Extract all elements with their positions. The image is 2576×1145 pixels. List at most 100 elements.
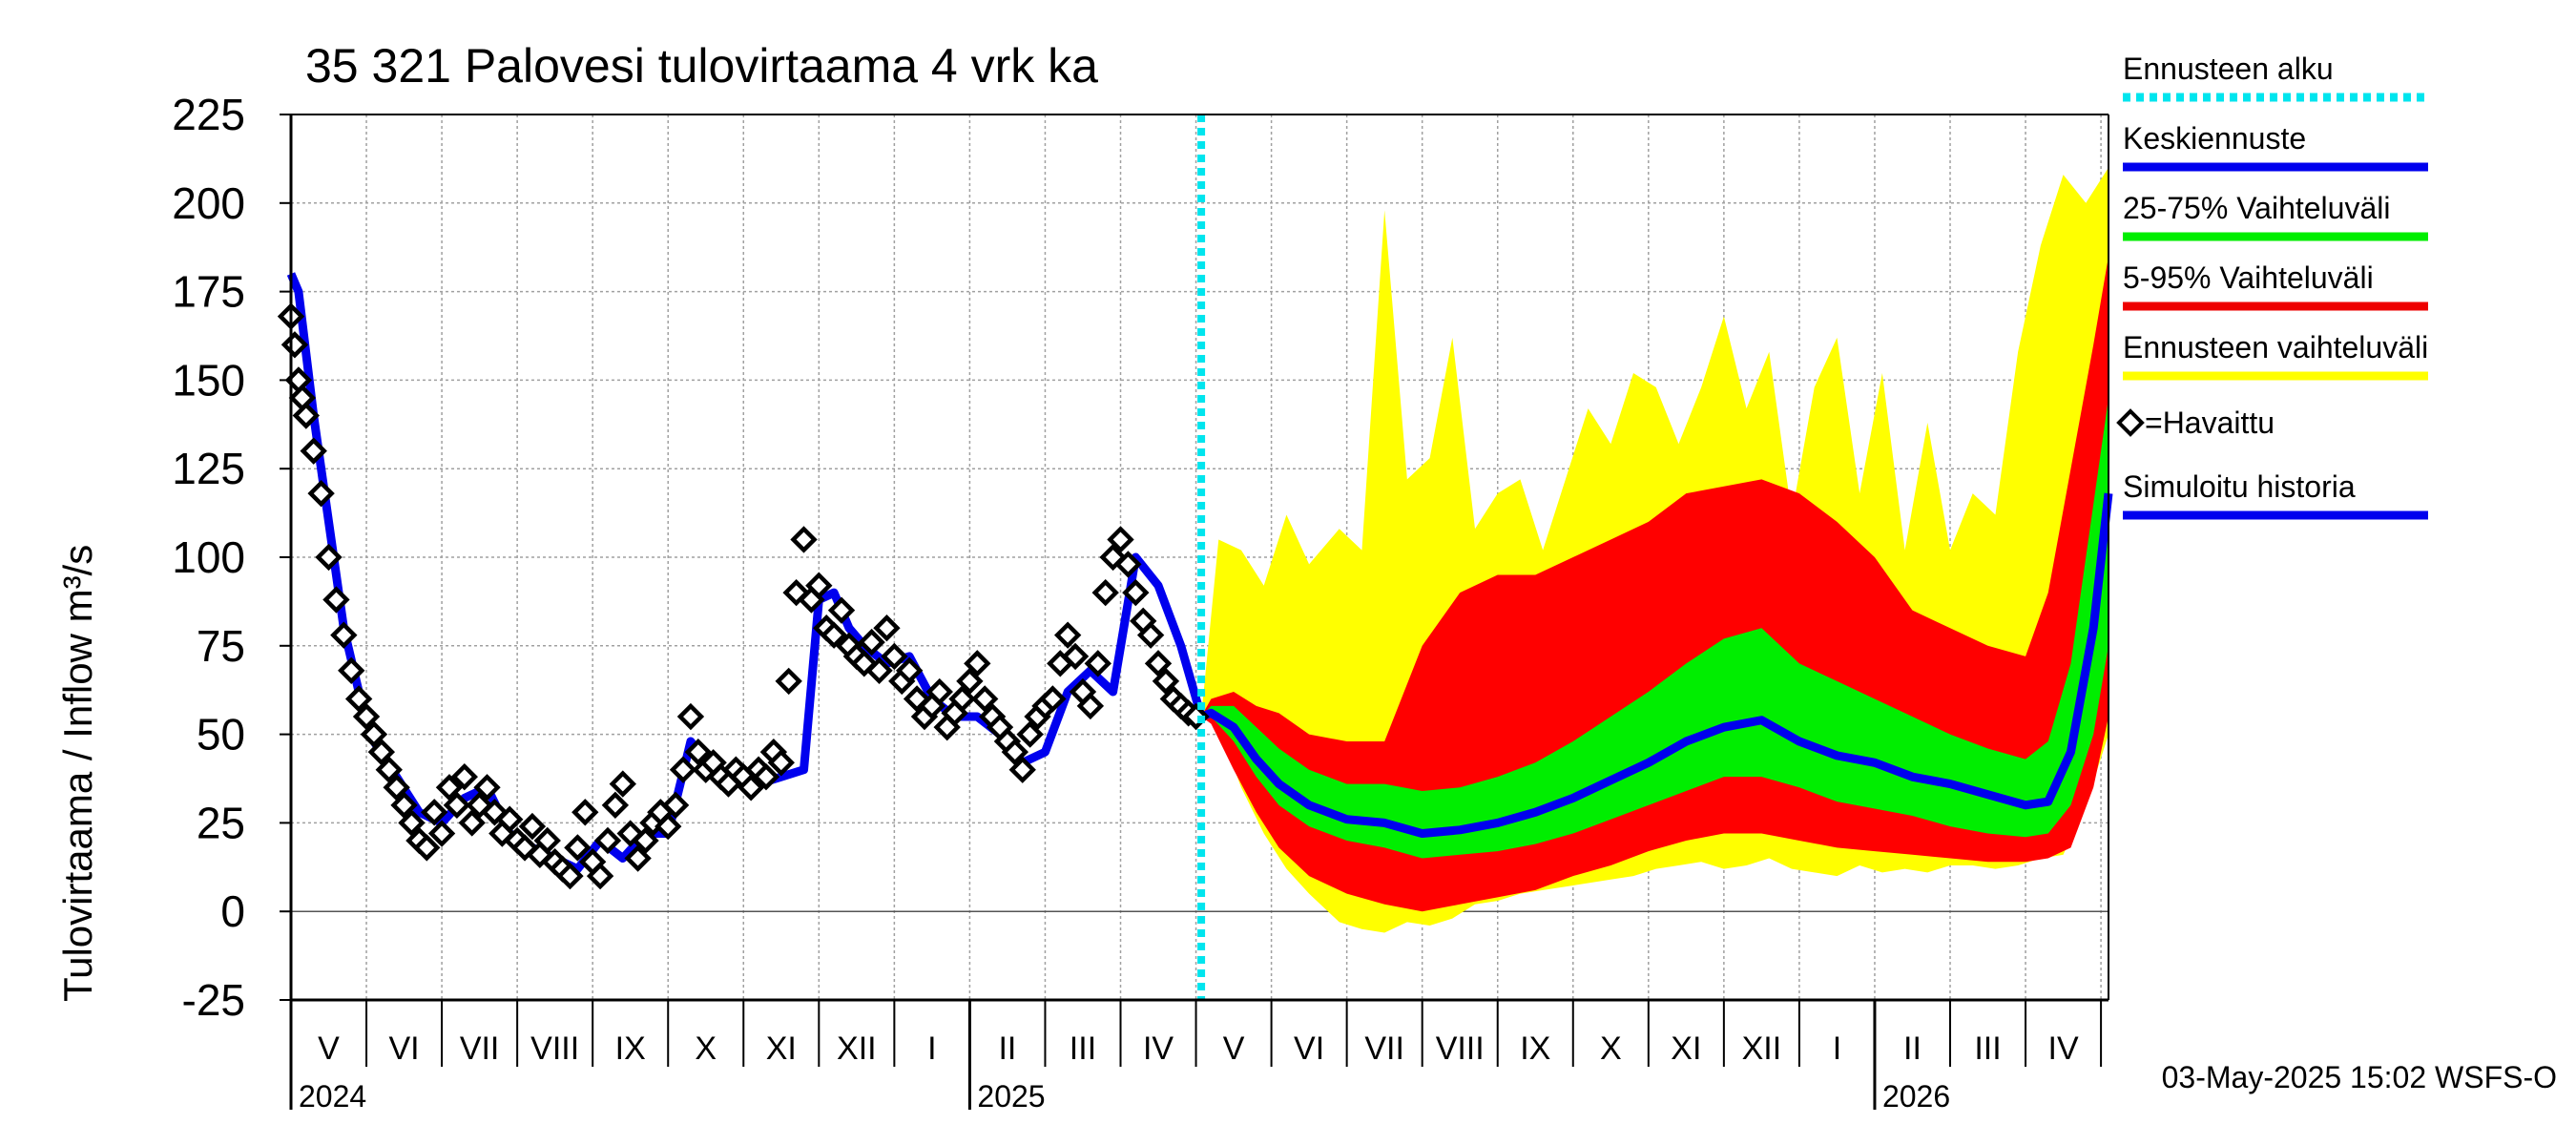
observed-point	[948, 685, 976, 713]
observed-point	[300, 437, 327, 465]
y-tick-label: 175	[172, 267, 245, 317]
observed-point	[1114, 551, 1142, 578]
observed-point	[1091, 578, 1119, 607]
x-tick-label: IX	[1520, 1030, 1550, 1067]
observed-point	[964, 650, 991, 677]
y-tick-label: 150	[172, 355, 245, 405]
observed-point	[352, 702, 381, 731]
observed-point	[767, 749, 795, 777]
observed-point	[435, 774, 464, 802]
x-tick-label: V	[1223, 1030, 1245, 1067]
observed-point	[518, 812, 547, 841]
observed-point	[873, 614, 901, 642]
observed-point	[684, 738, 713, 766]
x-tick-label: IV	[1143, 1030, 1174, 1067]
legend: Ennusteen alku Keskiennuste 25-75% Vaihtel…	[2116, 52, 2428, 520]
observed-point	[280, 331, 309, 359]
observed-point	[344, 685, 373, 713]
observed-point	[1076, 692, 1105, 720]
observed-point	[496, 805, 524, 833]
band-25-75	[1201, 397, 2109, 859]
y-tick-label: 225	[172, 90, 245, 139]
observed-point	[1136, 621, 1165, 649]
y-tick-label: 200	[172, 178, 245, 228]
observed-point	[1152, 667, 1180, 696]
observed-point	[533, 826, 561, 855]
x-tick-label: XII	[837, 1030, 877, 1067]
observed-point	[790, 526, 818, 553]
observed-point	[307, 480, 335, 508]
observed-point	[421, 799, 448, 826]
x-tick-label: II	[998, 1030, 1016, 1067]
observed-point	[315, 543, 343, 572]
x-tick-label: VIII	[530, 1030, 579, 1067]
observed-point	[827, 596, 856, 624]
y-tick-label: 25	[197, 798, 245, 847]
observed-point	[360, 720, 388, 748]
x-tick-label: X	[1600, 1030, 1622, 1067]
y-tick-label: 125	[172, 444, 245, 493]
observed-point	[427, 820, 456, 847]
legend-label: Simuloitu historia	[2123, 469, 2356, 504]
observed-point	[593, 826, 622, 855]
observed-point	[805, 572, 833, 599]
observed-point	[1039, 685, 1067, 713]
x-tick-label: II	[1903, 1030, 1922, 1067]
x-tick-label: V	[318, 1030, 340, 1067]
observed-point	[473, 774, 501, 802]
observed-point	[1122, 578, 1150, 607]
x-tick-label: III	[1070, 1030, 1096, 1067]
observed-point	[752, 762, 780, 791]
x-tick-label: XII	[1742, 1030, 1782, 1067]
observed-point	[1061, 642, 1090, 671]
observed-point	[820, 621, 848, 649]
observed-point	[556, 862, 584, 890]
observed-point	[881, 642, 908, 671]
observed-point	[1144, 650, 1173, 677]
x-tick-label: XI	[1671, 1030, 1701, 1067]
year-label: 2024	[299, 1079, 366, 1114]
observed-point	[676, 702, 705, 731]
y-axis-label: Tulovirtaama / Inflow m³/s	[55, 545, 100, 1002]
x-tick-label: I	[1833, 1030, 1841, 1067]
x-tick-label: X	[695, 1030, 717, 1067]
y-tick-label: -25	[182, 975, 245, 1025]
x-tick-label: XI	[766, 1030, 797, 1067]
observed-point	[466, 791, 493, 820]
x-tick-label: VI	[389, 1030, 420, 1067]
x-tick-label: IV	[2048, 1030, 2079, 1067]
y-tick-label: 75	[197, 621, 245, 671]
observed-point	[1008, 756, 1036, 783]
observed-point	[925, 677, 953, 706]
observed-point	[330, 621, 358, 649]
legend-marker-observed	[2116, 408, 2145, 437]
x-tick-label: VIII	[1436, 1030, 1485, 1067]
observed-point	[450, 762, 478, 791]
observed-point	[624, 844, 652, 872]
observed-point	[367, 738, 396, 766]
observed-point	[1107, 526, 1134, 553]
legend-label: 25-75% Vaihteluväli	[2123, 191, 2390, 225]
observed-point	[413, 834, 441, 862]
chart-title: 35 321 Palovesi tulovirtaama 4 vrk ka	[305, 39, 1098, 93]
y-tick-label: 0	[220, 886, 245, 936]
x-tick-label: VII	[1364, 1030, 1404, 1067]
legend-label: 5-95% Vaihteluväli	[2123, 260, 2374, 295]
x-tick-label: IX	[615, 1030, 646, 1067]
observed-point	[383, 774, 410, 802]
observed-point	[971, 685, 999, 713]
observed-point	[390, 791, 418, 820]
observed-point	[737, 774, 765, 802]
observed-point	[609, 770, 636, 798]
observed-point	[1001, 738, 1029, 766]
observed-point	[586, 862, 614, 890]
legend-label: Keskiennuste	[2123, 121, 2306, 156]
observed-point	[458, 809, 486, 837]
observed-point	[322, 586, 350, 614]
x-tick-label: VII	[460, 1030, 500, 1067]
observed-point	[338, 656, 365, 684]
x-tick-label: I	[927, 1030, 936, 1067]
observed-point	[564, 834, 592, 862]
